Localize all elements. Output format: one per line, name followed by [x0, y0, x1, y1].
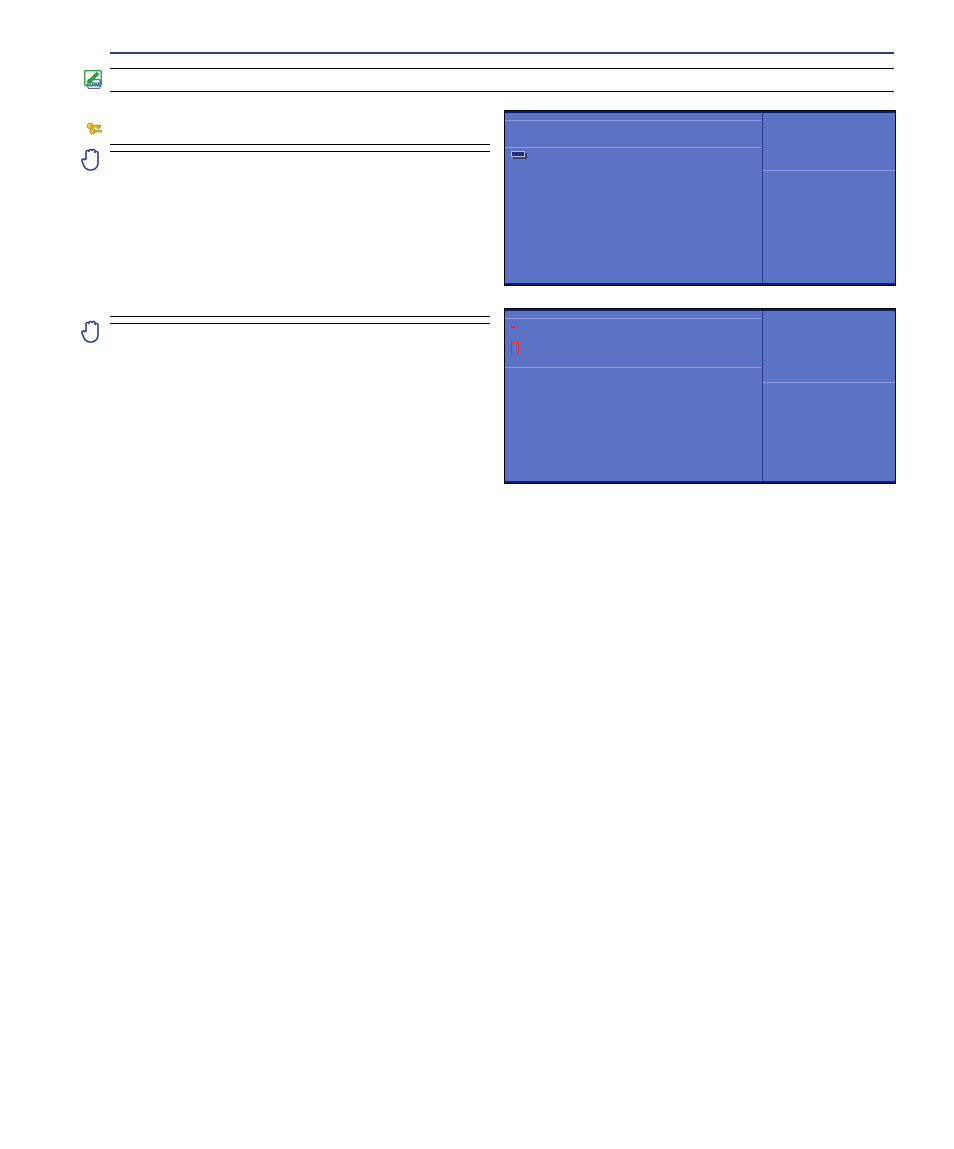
- keys-icon: [84, 120, 104, 138]
- bios-screenshot-clear: [504, 308, 896, 484]
- bios-help-panel: [763, 311, 895, 481]
- bios-options-popup: [511, 151, 525, 157]
- enable-important-box: [110, 144, 490, 152]
- hand-stop-icon: [80, 317, 104, 345]
- bios-supervisor-installed: [511, 326, 515, 328]
- bios-screenshot-enable: [504, 110, 896, 286]
- page-header: [110, 50, 894, 54]
- hand-stop-icon: [80, 145, 104, 173]
- bios-footer: [505, 481, 895, 483]
- default-disabled-note: [110, 68, 894, 92]
- enable-instructions: [110, 118, 490, 136]
- bios-left-panel: [505, 311, 763, 481]
- manual-page: TPM: [0, 0, 954, 1149]
- enable-section: [110, 110, 894, 286]
- pencil-note-icon: [82, 67, 104, 89]
- clear-important-box: [110, 316, 490, 324]
- bios-left-panel: [505, 113, 763, 283]
- bios-footer: [505, 283, 895, 285]
- bios-help-panel: [763, 113, 895, 283]
- clear-section: [110, 308, 894, 484]
